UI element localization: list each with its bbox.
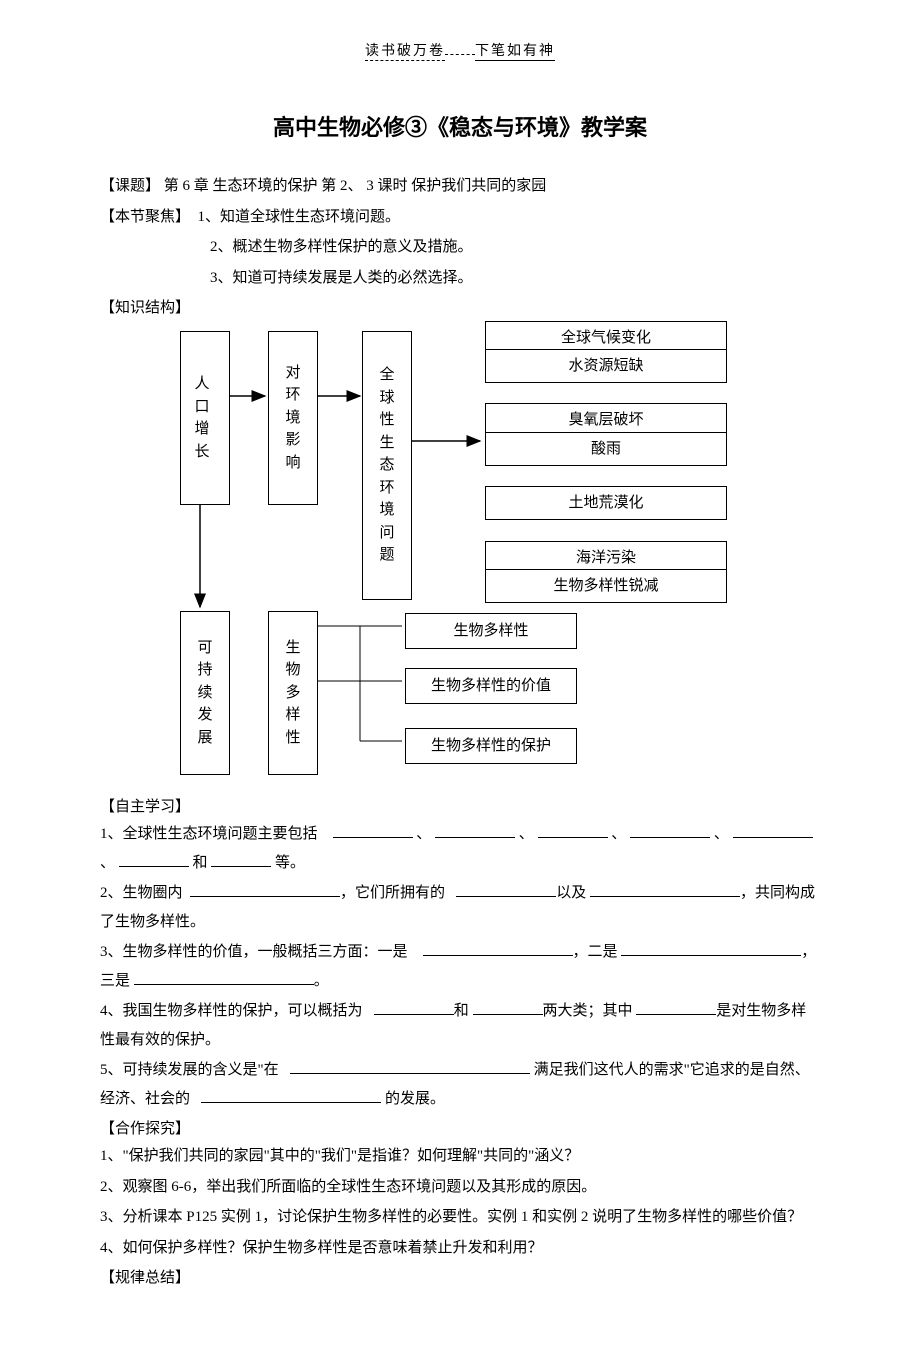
- box-r2: 水资源短缺: [485, 349, 727, 383]
- box-impact: 对环境影响: [268, 331, 318, 505]
- blank: [423, 940, 573, 956]
- topic-text: 第 6 章 生态环境的保护 第 2、 3 课时 保护我们共同的家园: [164, 178, 547, 194]
- text-impact: 对环境影响: [285, 362, 300, 475]
- text-biodiversity: 生物多样性: [285, 637, 300, 750]
- s4b: 和: [454, 1003, 469, 1019]
- blank: [374, 999, 454, 1015]
- s5a: 5、可持续发展的含义是"在: [100, 1062, 279, 1078]
- header-right: 下笔如有神: [475, 44, 555, 61]
- self-study-label: 【自主学习】: [100, 795, 820, 816]
- topic-line: 【课题】 第 6 章 生态环境的保护 第 2、 3 课时 保护我们共同的家园: [100, 172, 820, 201]
- blank: [435, 822, 515, 838]
- coop-3: 3、分析课本 P125 实例 1，讨论保护生物多样性的必要性。实例 1 和实例 …: [100, 1203, 820, 1232]
- coop-label: 【合作探究】: [100, 1117, 820, 1138]
- header-note: 读书破万卷 下笔如有神: [100, 40, 820, 60]
- blank: [201, 1087, 381, 1103]
- s2a: 2、生物圈内: [100, 885, 183, 901]
- rule-label: 【规律总结】: [100, 1266, 820, 1287]
- text-population: 人口增长: [185, 373, 225, 463]
- s3d: 。: [314, 973, 329, 989]
- header-left: 读书破万卷: [365, 44, 445, 61]
- box-b2: 生物多样性的价值: [405, 668, 577, 704]
- box-r4: 酸雨: [485, 432, 727, 466]
- blank: [630, 822, 710, 838]
- s4c: 两大类；其中: [543, 1003, 633, 1019]
- box-sustainable: 可持续发展: [180, 611, 230, 775]
- box-b3: 生物多样性的保护: [405, 728, 577, 764]
- s2b: ，它们所拥有的: [340, 885, 445, 901]
- focus-item-2: 2、概述生物多样性保护的意义及措施。: [100, 233, 820, 262]
- box-biodiversity: 生物多样性: [268, 611, 318, 775]
- s4a: 4、我国生物多样性的保护，可以概括为: [100, 1003, 363, 1019]
- blank: [538, 822, 608, 838]
- box-global: 全球性生态环境问题: [362, 331, 412, 600]
- text-sustainable: 可持续发展: [197, 637, 212, 750]
- s5c: 的发展。: [385, 1091, 445, 1107]
- box-r5: 土地荒漠化: [485, 486, 727, 520]
- blank: [456, 881, 556, 897]
- coop-2: 2、观察图 6-6，举出我们所面临的全球性生态环境问题以及其形成的原因。: [100, 1173, 820, 1202]
- knowledge-diagram: 人口增长 对环境影响 全球性生态环境问题 全球气候变化 水资源短缺 臭氧层破坏 …: [140, 321, 830, 791]
- blank: [134, 969, 314, 985]
- focus-item-3: 3、知道可持续发展是人类的必然选择。: [100, 264, 820, 293]
- self-4: 4、我国生物多样性的保护，可以概括为 和 两大类；其中 是对生物多样性最有效的保…: [100, 997, 820, 1054]
- blank: [190, 881, 340, 897]
- blank: [733, 822, 813, 838]
- s2c: 以及: [556, 885, 586, 901]
- self-5: 5、可持续发展的含义是"在 满足我们这代人的需求"它追求的是自然、经济、社会的 …: [100, 1056, 820, 1113]
- coop-1: 1、"保护我们共同的家园"其中的"我们"是指谁？如何理解"共同的"涵义？: [100, 1142, 820, 1171]
- focus-line-1: 【本节聚焦】 1、知道全球性生态环境问题。: [100, 203, 820, 232]
- blank: [290, 1058, 530, 1074]
- blank: [119, 851, 189, 867]
- blank: [473, 999, 543, 1015]
- self-2: 2、生物圈内 ，它们所拥有的 以及 ，共同构成了生物多样性。: [100, 879, 820, 936]
- s3b: ，二是: [573, 944, 618, 960]
- doc-title: 高中生物必修③《稳态与环境》教学案: [100, 110, 820, 142]
- self-1: 1、全球性生态环境问题主要包括 、 、 、 、 、 和 等。: [100, 820, 820, 877]
- coop-4: 4、如何保护多样性？保护生物多样性是否意味着禁止升发和利用？: [100, 1234, 820, 1263]
- s3a: 3、生物多样性的价值，一般概括三方面：一是: [100, 944, 408, 960]
- box-b1: 生物多样性: [405, 613, 577, 649]
- text-global: 全球性生态环境问题: [379, 364, 394, 567]
- blank: [636, 999, 716, 1015]
- blank: [621, 940, 801, 956]
- focus-item-1: 1、知道全球性生态环境问题。: [198, 209, 401, 225]
- box-r7: 生物多样性锐减: [485, 569, 727, 603]
- s1c: 等。: [275, 855, 305, 871]
- s1a: 1、全球性生态环境问题主要包括: [100, 826, 318, 842]
- blank: [333, 822, 413, 838]
- structure-label: 【知识结构】: [100, 296, 820, 317]
- s1b: 和: [193, 855, 208, 871]
- blank: [211, 851, 271, 867]
- header-gap: [445, 54, 475, 55]
- box-population: 人口增长: [180, 331, 230, 505]
- page: 读书破万卷 下笔如有神 高中生物必修③《稳态与环境》教学案 【课题】 第 6 章 …: [0, 0, 920, 1351]
- topic-label: 【课题】: [100, 178, 160, 194]
- self-3: 3、生物多样性的价值，一般概括三方面：一是 ，二是 ，三是 。: [100, 938, 820, 995]
- blank: [590, 881, 740, 897]
- focus-label: 【本节聚焦】: [100, 209, 190, 225]
